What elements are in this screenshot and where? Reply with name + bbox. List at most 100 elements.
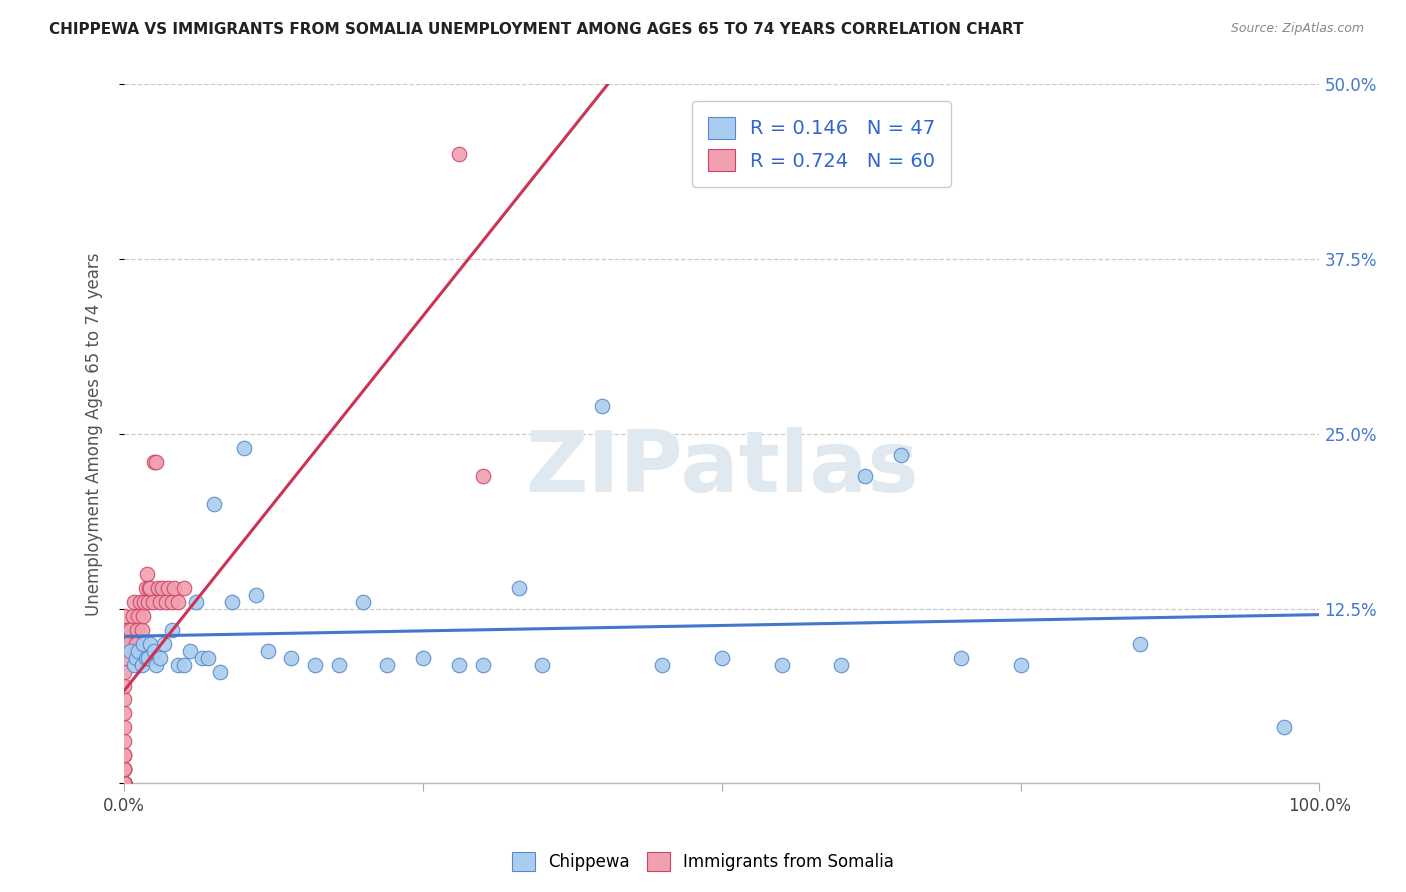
Point	[112, 748, 135, 763]
Point	[112, 776, 135, 790]
Text: CHIPPEWA VS IMMIGRANTS FROM SOMALIA UNEMPLOYMENT AMONG AGES 65 TO 74 YEARS CORRE: CHIPPEWA VS IMMIGRANTS FROM SOMALIA UNEM…	[49, 22, 1024, 37]
Point	[121, 608, 143, 623]
Point	[1272, 721, 1295, 735]
Point	[112, 776, 135, 790]
Point	[127, 608, 149, 623]
Point	[157, 581, 180, 595]
Point	[112, 665, 135, 679]
Point	[531, 657, 554, 672]
Point	[591, 399, 613, 413]
Point	[128, 594, 150, 608]
Point	[112, 763, 135, 777]
Point	[375, 657, 398, 672]
Point	[245, 588, 267, 602]
Point	[132, 637, 155, 651]
Point	[112, 734, 135, 748]
Legend: R = 0.146   N = 47, R = 0.724   N = 60: R = 0.146 N = 47, R = 0.724 N = 60	[692, 101, 950, 187]
Point	[132, 608, 155, 623]
Point	[112, 776, 135, 790]
Point	[328, 657, 350, 672]
Point	[127, 623, 149, 637]
Point	[651, 657, 673, 672]
Point	[122, 594, 145, 608]
Point	[167, 657, 190, 672]
Point	[152, 637, 174, 651]
Point	[146, 581, 169, 595]
Point	[112, 679, 135, 693]
Point	[143, 455, 166, 469]
Point	[112, 776, 135, 790]
Point	[202, 497, 225, 511]
Point	[112, 776, 135, 790]
Point	[127, 643, 149, 657]
Y-axis label: Unemployment Among Ages 65 to 74 years: Unemployment Among Ages 65 to 74 years	[86, 252, 103, 615]
Point	[163, 581, 186, 595]
Point	[112, 637, 135, 651]
Point	[139, 581, 162, 595]
Point	[145, 455, 167, 469]
Point	[120, 643, 142, 657]
Point	[191, 650, 214, 665]
Point	[853, 468, 876, 483]
Point	[112, 776, 135, 790]
Point	[508, 581, 530, 595]
Point	[139, 637, 162, 651]
Point	[112, 776, 135, 790]
Point	[710, 650, 733, 665]
Point	[173, 581, 195, 595]
Point	[179, 643, 201, 657]
Point	[770, 657, 793, 672]
Point	[149, 650, 172, 665]
Point	[1129, 637, 1152, 651]
Point	[412, 650, 434, 665]
Point	[447, 147, 470, 161]
Point	[112, 706, 135, 721]
Point	[112, 692, 135, 706]
Point	[197, 650, 219, 665]
Point	[112, 776, 135, 790]
Point	[131, 657, 153, 672]
Point	[122, 657, 145, 672]
Point	[117, 637, 139, 651]
Point	[135, 650, 157, 665]
Point	[112, 776, 135, 790]
Legend: Chippewa, Immigrants from Somalia: Chippewa, Immigrants from Somalia	[503, 843, 903, 880]
Point	[112, 763, 135, 777]
Point	[173, 657, 195, 672]
Point	[135, 581, 157, 595]
Point	[949, 650, 972, 665]
Point	[143, 643, 166, 657]
Point	[149, 594, 172, 608]
Point	[138, 581, 160, 595]
Point	[1010, 657, 1032, 672]
Point	[112, 721, 135, 735]
Point	[112, 776, 135, 790]
Point	[447, 657, 470, 672]
Text: ZIPatlas: ZIPatlas	[524, 427, 918, 510]
Point	[890, 448, 912, 462]
Point	[150, 581, 173, 595]
Point	[145, 657, 167, 672]
Point	[112, 776, 135, 790]
Point	[352, 594, 374, 608]
Point	[112, 608, 135, 623]
Point	[125, 637, 148, 651]
Point	[232, 441, 254, 455]
Point	[120, 623, 142, 637]
Point	[112, 650, 135, 665]
Point	[136, 594, 159, 608]
Point	[167, 594, 190, 608]
Point	[135, 566, 157, 581]
Point	[160, 594, 183, 608]
Point	[112, 776, 135, 790]
Point	[256, 643, 278, 657]
Point	[112, 776, 135, 790]
Point	[112, 623, 135, 637]
Point	[134, 594, 156, 608]
Point	[142, 594, 165, 608]
Point	[131, 623, 153, 637]
Point	[471, 657, 494, 672]
Point	[112, 776, 135, 790]
Point	[112, 748, 135, 763]
Point	[471, 468, 494, 483]
